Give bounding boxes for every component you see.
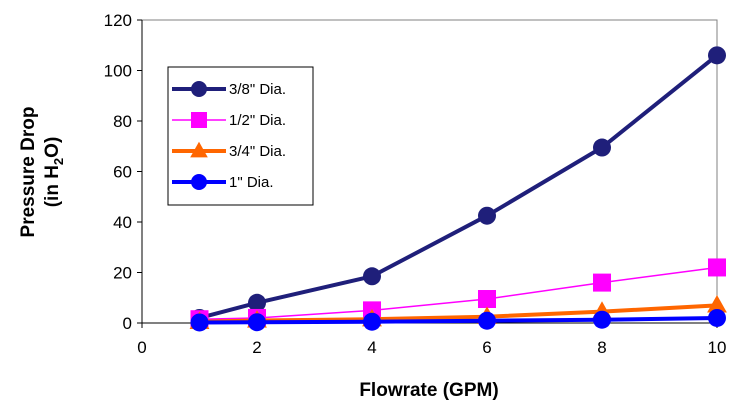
data-point	[708, 258, 726, 277]
data-point	[248, 293, 266, 312]
legend-marker	[191, 112, 207, 128]
y-tick-label: 0	[123, 314, 132, 333]
y-axis-title-line2: (in H2O)	[42, 137, 66, 208]
data-point	[190, 313, 209, 332]
data-point	[363, 312, 381, 331]
y-tick-label: 60	[113, 163, 132, 182]
data-point	[363, 267, 381, 286]
legend-marker	[190, 141, 208, 158]
legend-marker	[191, 81, 207, 97]
data-point	[478, 311, 496, 330]
y-axis-title-suffix: O)	[42, 137, 63, 158]
series-4	[190, 308, 726, 332]
data-point	[478, 290, 496, 309]
x-tick-label: 2	[252, 338, 261, 357]
series-layer	[189, 46, 727, 332]
data-point	[478, 206, 496, 225]
y-tick-label: 100	[104, 62, 132, 81]
data-point	[708, 308, 726, 327]
series-line	[199, 266, 718, 320]
legend-label: 3/4" Dia.	[229, 143, 286, 160]
data-point	[593, 138, 611, 157]
axes: 0 20 40 60 80 100 120 0 2 4 6 8 10	[104, 11, 727, 357]
legend-label: 3/8" Dia.	[229, 81, 286, 98]
y-tick-label: 40	[113, 213, 132, 232]
data-point	[707, 294, 727, 313]
y-tick-label: 80	[113, 112, 132, 131]
y-tick-label: 20	[113, 264, 132, 283]
data-point	[593, 273, 611, 292]
legend-label: 1" Dia.	[229, 174, 274, 191]
y-axis-title-sub: 2	[51, 158, 66, 165]
legend-label: 1/2" Dia.	[229, 112, 286, 129]
data-point	[248, 313, 266, 332]
y-axis-title-line1: Pressure Drop	[18, 107, 39, 238]
y-axis-title-prefix: (in H	[42, 165, 63, 207]
x-tick-label: 8	[597, 338, 606, 357]
x-tick-label: 0	[137, 338, 146, 357]
x-axis-title: Flowrate (GPM)	[359, 380, 498, 401]
data-point	[708, 46, 726, 65]
series-line	[199, 315, 718, 325]
legend-marker	[191, 174, 207, 190]
y-tick-label: 120	[104, 11, 132, 30]
x-tick-label: 10	[708, 338, 727, 357]
x-tick-label: 6	[482, 338, 491, 357]
series-line	[198, 53, 719, 320]
legend: 3/8" Dia. 1/2" Dia. 3/4" Dia. 1" Dia.	[167, 66, 314, 206]
data-point	[593, 310, 611, 329]
y-axis-title: Pressure Drop (in H2O)	[18, 107, 66, 238]
x-tick-label: 4	[367, 338, 376, 357]
